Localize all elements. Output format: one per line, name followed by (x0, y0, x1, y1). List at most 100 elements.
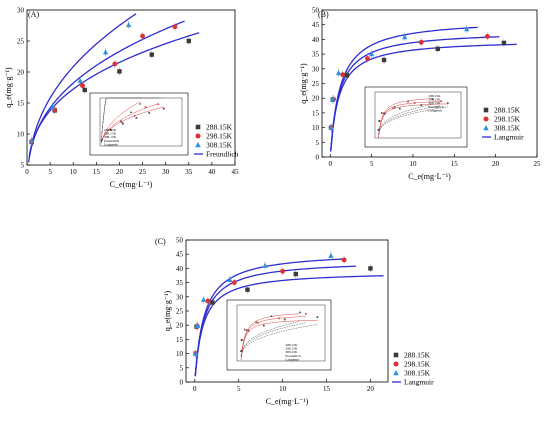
x-tick-label: 15 (323, 385, 331, 393)
x-tick-label: 5 (370, 160, 374, 168)
legend-label: 308.15K (494, 124, 521, 133)
inset-legend-label: 298.15K (104, 132, 117, 136)
fit-curve-288.15K (330, 43, 517, 152)
inset-freundlich-curve (240, 321, 301, 356)
inset-langmuir-curve (101, 103, 159, 143)
inset-point (420, 104, 423, 107)
data-point-288.15K (381, 57, 387, 63)
inset-freundlich-curve (378, 103, 433, 134)
data-point-308.15K (328, 252, 334, 258)
panel-label: (C) (155, 237, 166, 246)
data-point-308.15K (28, 137, 35, 144)
y-tick-label: 30 (312, 65, 320, 73)
inset-point (380, 111, 383, 114)
inset-point (270, 314, 273, 317)
y-axis-label: q_e(mg·g⁻¹) (163, 290, 172, 331)
inset-point (245, 329, 248, 332)
data-point-288.15K (117, 69, 122, 74)
data-point-308.15K (402, 34, 408, 40)
data-point-298.15K (341, 257, 347, 263)
x-tick-label: 5 (237, 385, 241, 393)
x-tick-label: 0 (25, 168, 29, 176)
inset-legend-label: Freundlich (285, 354, 300, 358)
y-tick-label: 10 (17, 131, 25, 139)
legend-marker-308.15K (393, 370, 399, 376)
y-axis-label: q_e(mg·g⁻¹) (4, 67, 13, 108)
y-tick-label: 5 (21, 162, 25, 170)
inset-point (148, 111, 151, 114)
inset-legend-label: 298.15K (285, 347, 298, 351)
y-tick-label: 20 (312, 95, 320, 103)
data-point-288.15K (293, 271, 298, 277)
data-point-308.15K (464, 26, 470, 32)
y-tick-label: 35 (176, 279, 184, 287)
inset-point (299, 310, 302, 314)
inset-point (262, 324, 265, 327)
legend-marker-298.15K (483, 116, 489, 122)
inset-freundlich-curve (240, 322, 306, 357)
data-point-308.15K (126, 22, 132, 28)
legend-marker-288.15K (195, 124, 201, 130)
inset-langmuir-curve (378, 103, 448, 138)
x-tick-label: 20 (367, 385, 375, 393)
y-tick-label: 10 (176, 350, 184, 358)
inset-langmuir-curve (378, 98, 433, 138)
inset-point (135, 117, 138, 119)
x-tick-label: 10 (279, 385, 287, 393)
inset-legend-label: Freundlich (104, 139, 119, 143)
x-tick-label: 30 (162, 168, 170, 176)
legend-fit-label: Freundlich (206, 150, 239, 159)
legend-label: 288.15K (494, 106, 521, 115)
data-point-288.15K (501, 40, 507, 46)
inset-legend-label: Langmuir (428, 108, 443, 112)
legend-fit-label: Langmuir (404, 378, 434, 387)
y-tick-label: 25 (312, 80, 320, 88)
inset-point (157, 103, 160, 106)
y-tick-label: 45 (176, 251, 184, 259)
data-point-288.15K (368, 266, 373, 271)
inset-point (377, 128, 380, 131)
legend-label: 288.15K (206, 123, 233, 132)
fit-curve-288.15K (194, 275, 384, 377)
inset-point (378, 119, 381, 122)
fit-curve-298.15K (28, 20, 185, 159)
inset-axes (236, 304, 326, 362)
inset-freundlich-curve (240, 324, 318, 357)
inset-point (240, 338, 244, 341)
y-tick-label: 15 (17, 100, 25, 108)
inset-point (304, 312, 307, 315)
inset-point (255, 320, 258, 323)
inset-point (398, 107, 401, 110)
data-point-308.15K (330, 96, 336, 102)
inset-point (413, 102, 416, 105)
x-tick-label: 45 (232, 168, 240, 176)
legend-label: 308.15K (404, 369, 431, 378)
inset-langmuir-curve (101, 106, 164, 142)
inset-point (406, 100, 410, 103)
inset-point (243, 328, 246, 331)
y-tick-label: 45 (312, 21, 320, 29)
inset-legend-label: 298.15K (428, 98, 441, 102)
x-tick-label: 0 (193, 385, 197, 393)
data-point-298.15K (112, 61, 118, 67)
inset-legend-label: Langmuir (104, 142, 119, 146)
data-point-298.15K (340, 72, 346, 78)
x-tick-label: 15 (93, 168, 101, 176)
x-tick-label: 25 (139, 168, 147, 176)
inset-legend-label: 308.15K (428, 101, 441, 105)
x-tick-label: 10 (409, 160, 417, 168)
data-point-308.15K (193, 350, 199, 356)
inset-point (129, 110, 133, 113)
inset-point (393, 105, 396, 108)
inset-point (139, 102, 142, 105)
data-point-288.15K (210, 300, 215, 305)
y-tick-label: 40 (312, 36, 320, 44)
chart-panel-2: (C) 0 5 10 15 20 0 5 10 15 20 25 30 35 40 45 50 C_e(mg·L⁻… (155, 237, 434, 407)
inset-legend-label: Freundlich (428, 105, 443, 109)
y-tick-label: 50 (176, 237, 184, 245)
inset-point (121, 122, 124, 125)
legend-marker-288.15K (393, 352, 399, 358)
inset-point (162, 107, 165, 110)
data-point-308.15K (200, 296, 207, 302)
